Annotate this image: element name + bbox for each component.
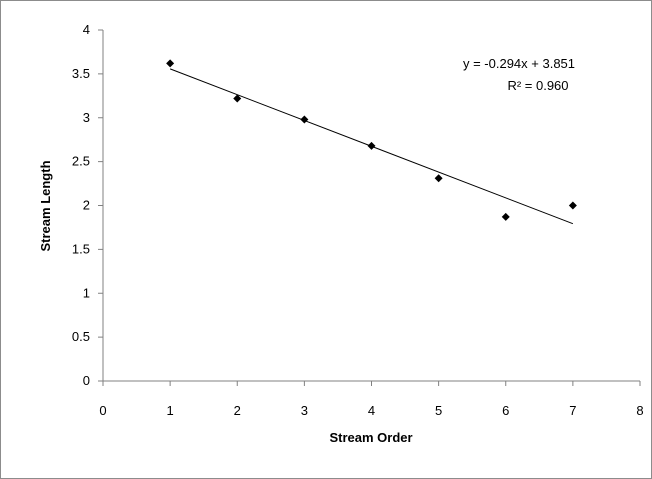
data-point	[568, 201, 577, 210]
data-point	[434, 174, 443, 183]
x-tick-label: 1	[167, 403, 174, 418]
y-tick-label: 3	[83, 110, 90, 125]
data-points	[166, 59, 577, 221]
y-tick-label: 3.5	[72, 66, 90, 81]
trendline-r-squared: R² = 0.960	[507, 78, 568, 93]
y-tick-label: 2	[83, 198, 90, 213]
x-tick-label: 3	[301, 403, 308, 418]
y-tick-label: 2.5	[72, 154, 90, 169]
y-tick-label: 1	[83, 285, 90, 300]
y-tick-label: 1.5	[72, 241, 90, 256]
x-tick-label: 0	[99, 403, 106, 418]
x-tick-label: 8	[636, 403, 643, 418]
y-tick-label: 4	[83, 22, 90, 37]
x-axis-title: Stream Order	[329, 430, 412, 445]
data-point	[166, 59, 175, 68]
y-tick-label: 0.5	[72, 329, 90, 344]
tick-labels: 0 0.5 1 1.5 2 2.5 3 3.5 4 0 1 2 3 4 5 6 7 8	[72, 22, 644, 418]
data-point	[367, 141, 376, 150]
y-axis-title: Stream Length	[38, 160, 53, 251]
trendline-equation: y = -0.294x + 3.851	[463, 56, 575, 71]
x-tick-label: 2	[234, 403, 241, 418]
data-point	[501, 212, 510, 221]
data-point	[233, 94, 242, 103]
x-tick-label: 4	[368, 403, 375, 418]
y-tick-label: 0	[83, 373, 90, 388]
x-tick-label: 6	[502, 403, 509, 418]
axes	[98, 29, 641, 386]
x-tick-label: 5	[435, 403, 442, 418]
data-point	[300, 115, 309, 124]
x-tick-label: 7	[569, 403, 576, 418]
